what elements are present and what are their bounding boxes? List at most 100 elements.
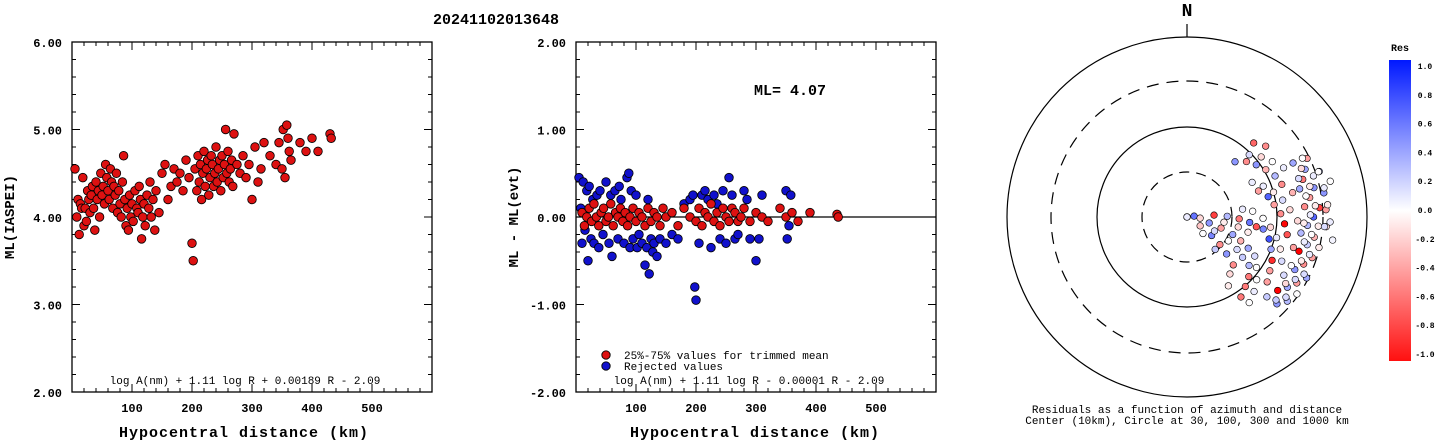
colorbar-title: Res [1391, 44, 1409, 55]
x-tick-label: 100 [625, 402, 647, 416]
data-point [175, 168, 185, 178]
data-point [244, 159, 254, 170]
residual-point [1295, 174, 1303, 183]
residual-point [1297, 229, 1305, 237]
residual-point [1287, 262, 1295, 270]
residual-point [1216, 241, 1224, 249]
data-point [690, 282, 700, 292]
colorbar-ticks: 1.0 0.8 0.6 0.4 0.2 0.0 -0.2 -0.4 -0.6 -0.8 -1.0 [1415, 63, 1434, 360]
data-point [658, 203, 668, 213]
data-point [691, 295, 701, 305]
residual-point [1217, 224, 1225, 232]
data-point [136, 234, 147, 244]
x-tick-label: 300 [745, 402, 767, 416]
colorbar-tick-label: -0.8 [1415, 322, 1434, 331]
residual-point [1272, 234, 1281, 242]
residual-point [1297, 257, 1306, 265]
middle-panel: 100 200 300 400 500 -2.00 -1.00 0.00 1.00 2.00 ML… [507, 37, 937, 441]
data-point [91, 177, 101, 187]
residual-point [1279, 164, 1288, 172]
data-point [718, 186, 728, 196]
data-point [673, 234, 683, 244]
residual-point [1298, 154, 1307, 162]
residual-point [1233, 245, 1241, 254]
residual-point [1252, 223, 1260, 231]
residual-point [1223, 212, 1231, 220]
residual-point [1326, 218, 1334, 226]
residual-point [1296, 185, 1304, 193]
residual-point [1297, 164, 1305, 173]
data-point [232, 159, 242, 170]
colorbar-tick-label: -1.0 [1415, 351, 1434, 360]
data-point [220, 124, 231, 135]
residual-point [1252, 161, 1260, 169]
data-point [805, 207, 815, 218]
data-point [652, 212, 662, 222]
data-point [295, 137, 305, 148]
data-point [94, 212, 105, 222]
residual-point [1254, 187, 1263, 195]
data-point [634, 229, 644, 240]
residual-point [1309, 172, 1318, 180]
data-point [584, 181, 594, 192]
data-point [200, 181, 210, 192]
residual-point [1252, 263, 1261, 272]
x-tick-label: 200 [181, 402, 203, 416]
residual-point [1242, 157, 1251, 166]
data-point [763, 216, 773, 227]
data-point [601, 177, 611, 187]
data-point [644, 269, 654, 279]
residual-point [1199, 229, 1207, 238]
data-point [718, 203, 728, 213]
data-point [187, 238, 197, 248]
data-point [154, 207, 164, 218]
data-point [250, 142, 260, 152]
residual-point [1267, 245, 1275, 253]
x-tick-label: 500 [361, 402, 383, 416]
data-point [745, 234, 755, 244]
data-point [70, 164, 80, 174]
data-point [192, 186, 202, 196]
data-point [706, 242, 716, 253]
data-point [313, 146, 323, 157]
y-tick-label: 1.00 [537, 125, 566, 139]
left-formula: log A(nm) + 1.11 log R + 0.00189 R - 2.0… [110, 376, 381, 388]
data-point [709, 190, 719, 200]
data-point [608, 221, 618, 231]
data-point [128, 216, 138, 227]
residual-point [1223, 250, 1231, 258]
data-point [688, 190, 698, 200]
residual-point [1224, 237, 1233, 245]
colorbar-tick-label: 0.0 [1418, 207, 1433, 216]
x-tick-label: 100 [121, 402, 143, 416]
data-point [284, 146, 294, 157]
polar-panel: N Residuals as a function of azimuth and… [1006, 2, 1368, 428]
data-point [146, 212, 156, 222]
residual-point [1196, 214, 1204, 222]
residual-point [1293, 290, 1301, 298]
x-tick-label: 400 [805, 402, 827, 416]
data-point [736, 212, 746, 222]
data-point [241, 172, 251, 183]
data-point [307, 133, 317, 143]
left-axis-ticks: 100 200 300 400 500 2.00 3.00 4.00 5.00 6.00 [33, 37, 432, 416]
data-point [733, 229, 743, 240]
data-point [116, 212, 126, 222]
data-point [793, 216, 803, 227]
circle-30km [1141, 171, 1233, 263]
residual-point [1245, 273, 1253, 281]
data-point [229, 129, 239, 139]
residual-point [1262, 166, 1270, 174]
residual-point [1253, 276, 1261, 284]
residual-point [1278, 180, 1286, 188]
data-point [724, 216, 734, 227]
residual-point [1268, 157, 1276, 166]
residual-point [1257, 153, 1265, 161]
data-point [643, 194, 653, 205]
data-point [114, 186, 124, 196]
data-point [188, 256, 198, 266]
data-point [655, 221, 665, 231]
legend-marker-rejected [601, 361, 611, 371]
data-point [78, 172, 88, 183]
residual-point [1320, 223, 1329, 231]
